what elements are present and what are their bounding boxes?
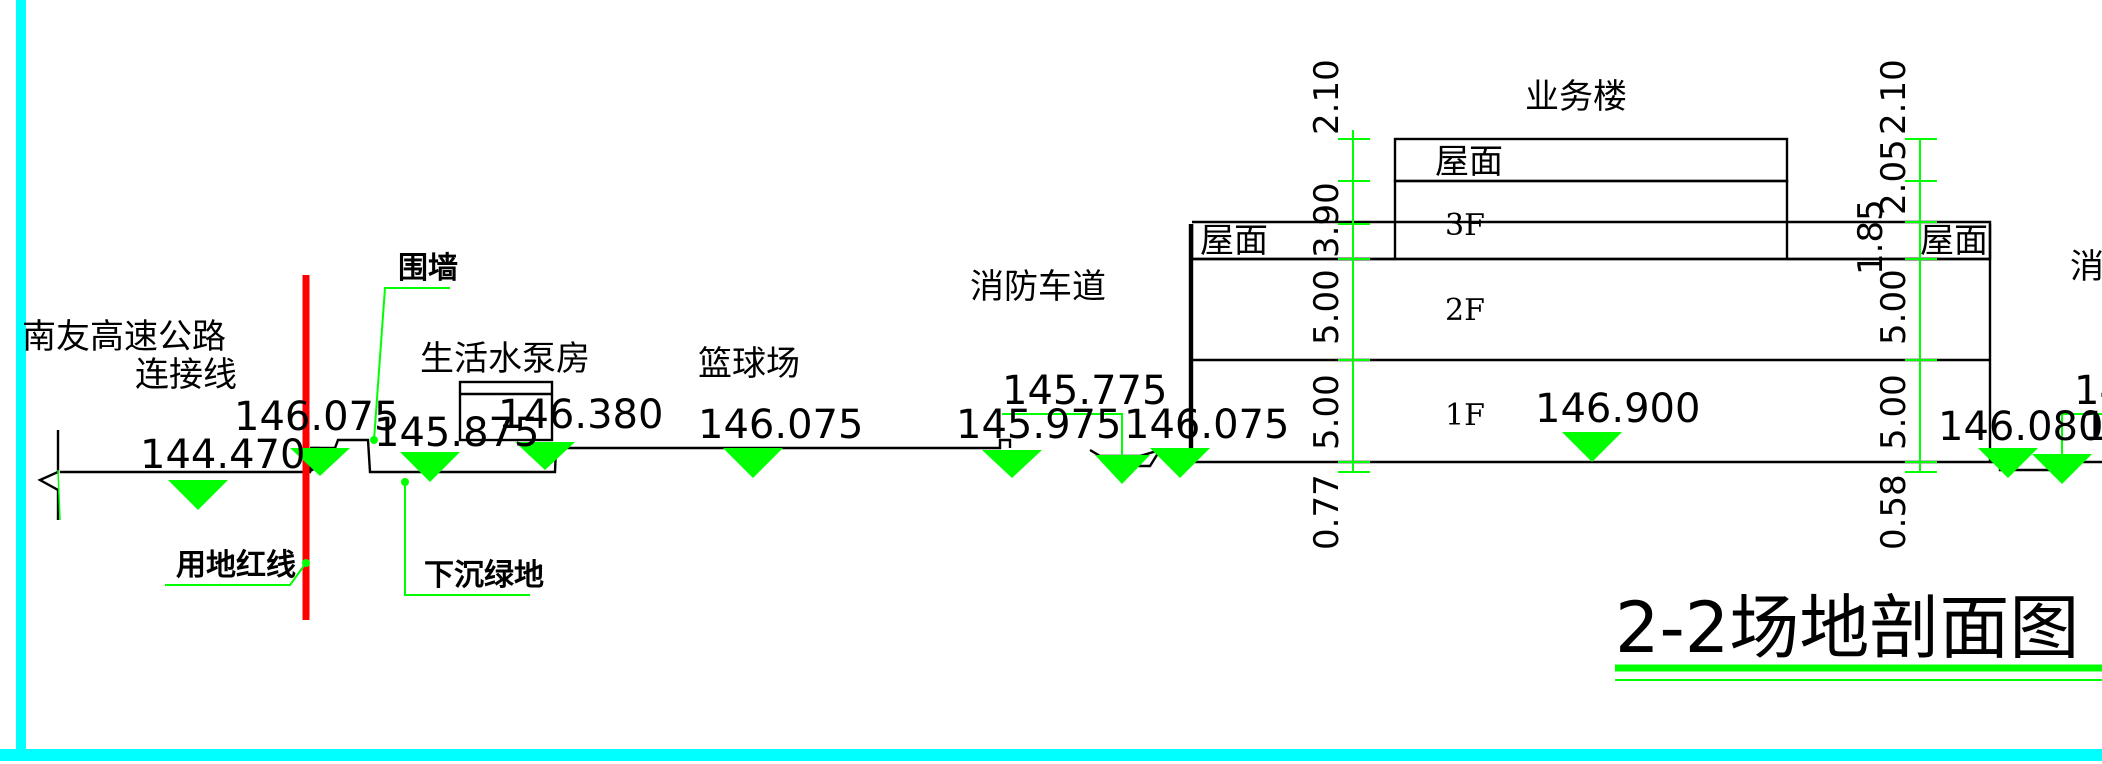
elev-pump-house: 146.380 [498, 392, 663, 438]
elevation-marker [400, 452, 460, 482]
text-labels: 南友高速公路 连接线 144.470 146.075 用地红线 围墙 145.8… [22, 77, 2102, 669]
dim-right-parapet: 1.85 [1851, 199, 1891, 275]
floor-3f-label: 3F [1445, 208, 1485, 243]
elev-red-line: 146.075 [234, 394, 399, 440]
drawing-title: 2-2场地剖面图 [1615, 587, 2079, 669]
elev-right-leader-cut: 14 [2074, 368, 2102, 414]
elevation-marker [1978, 448, 2038, 478]
road-label-line1: 南友高速公路 [22, 317, 226, 357]
elev-right-side: 146.080 [1938, 404, 2102, 450]
elevation-marker [982, 450, 1042, 478]
roof-top-label: 屋面 [1435, 142, 1503, 182]
office-building-section [1190, 137, 2102, 472]
sunken-green-label: 下沉绿地 [424, 558, 544, 593]
roof-left-label: 屋面 [1200, 221, 1268, 261]
elevation-marker [1562, 432, 1622, 462]
elevation-marker [290, 448, 350, 476]
elevation-markers [168, 432, 2092, 510]
leader-lines [165, 287, 2102, 596]
left-dimension-texts: 2.10 3.90 5.00 5.00 0.77 [1307, 59, 1347, 550]
elevation-marker [168, 480, 228, 510]
dim-right-1f: 5.00 [1874, 374, 1914, 450]
dim-left-2f: 5.00 [1307, 269, 1347, 345]
elev-fire-lane-left: 145.975 [956, 402, 1121, 448]
right-dimension-texts: 2.10 2.05 1.85 5.00 5.00 0.58 [1851, 59, 1914, 550]
dim-right-2f: 5.00 [1874, 269, 1914, 345]
roof-right-label: 屋面 [1920, 221, 1988, 261]
red-line-label: 用地红线 [176, 548, 296, 583]
elev-right-cut: 1 [2082, 404, 2102, 450]
fire-lane-cut-label: 消 [2070, 247, 2102, 287]
elev-road: 144.470 [140, 432, 305, 478]
elevation-marker [723, 448, 783, 478]
building-label: 业务楼 [1525, 77, 1627, 117]
floor-2f-label: 2F [1445, 293, 1485, 328]
dim-left-3f: 3.90 [1307, 182, 1347, 258]
dim-left-base: 0.77 [1307, 474, 1347, 550]
ground-profile [37, 220, 1992, 521]
elevation-marker [2032, 454, 2092, 484]
basketball-label: 篮球场 [698, 344, 800, 384]
elev-fire-lane-leader: 145.775 [1002, 368, 1167, 414]
elev-building-left: 146.075 [1124, 402, 1289, 448]
dim-left-roof-parapet: 2.10 [1307, 59, 1347, 135]
elev-basketball: 146.075 [698, 402, 863, 448]
elevation-marker [515, 442, 575, 470]
pump-house-label: 生活水泵房 [420, 339, 590, 379]
wall-label: 围墙 [398, 251, 458, 286]
dimension-chains [1338, 130, 1937, 473]
floor-1f-label: 1F [1445, 398, 1485, 433]
dim-right-roof-parapet: 2.10 [1874, 59, 1914, 135]
elev-wall: 145.875 [374, 410, 539, 456]
dim-right-base: 0.58 [1874, 474, 1914, 550]
road-label-line2: 连接线 [135, 355, 237, 395]
fire-lane-label: 消防车道 [970, 267, 1106, 307]
elev-building-floor: 146.900 [1535, 386, 1700, 432]
dim-right-3f: 2.05 [1874, 139, 1914, 215]
elevation-marker [1150, 448, 1210, 478]
elevation-marker [1095, 455, 1150, 484]
dim-left-1f: 5.00 [1307, 374, 1347, 450]
